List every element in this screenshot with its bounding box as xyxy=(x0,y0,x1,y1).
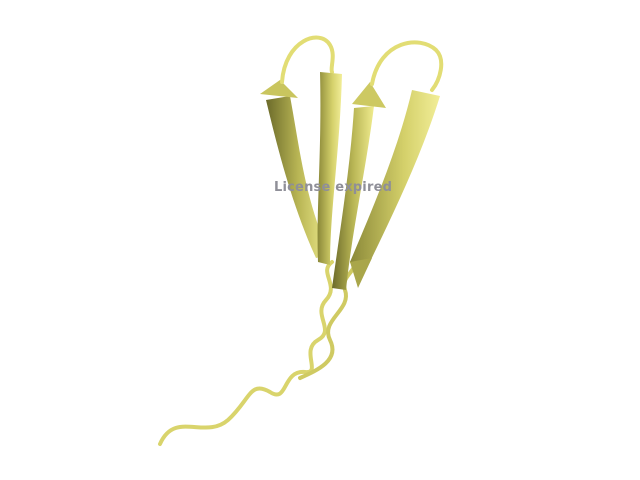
license-watermark: License expired xyxy=(274,180,393,195)
coil-tail xyxy=(158,260,334,446)
loop-2 xyxy=(370,40,444,92)
beta-strand-4 xyxy=(350,90,440,270)
beta-strand-1 xyxy=(266,96,330,258)
arrow-head-1 xyxy=(260,80,298,98)
beta-strand-2 xyxy=(317,72,342,265)
beta-strand-3 xyxy=(332,106,374,290)
arrow-head-3 xyxy=(352,82,386,108)
loop-1 xyxy=(280,35,335,84)
